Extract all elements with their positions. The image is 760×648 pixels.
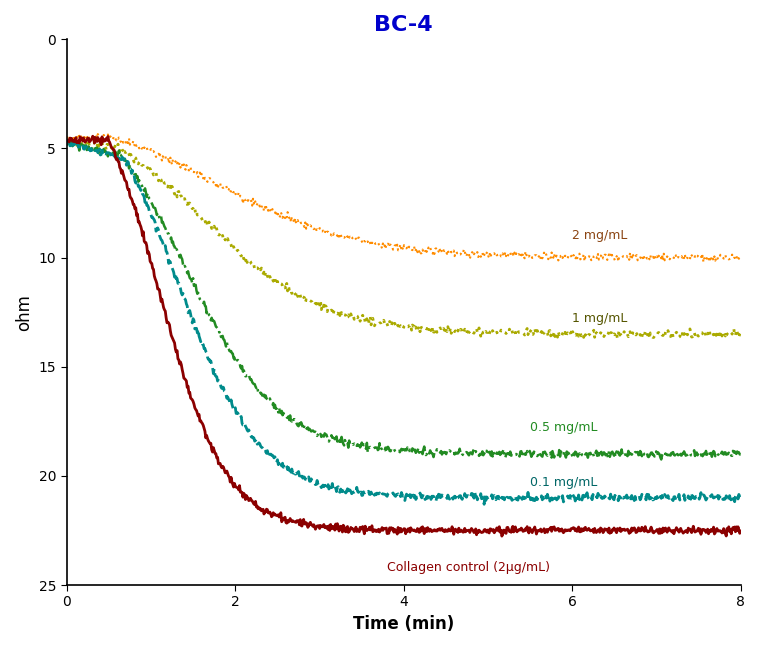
Y-axis label: ohm: ohm <box>15 294 33 330</box>
Title: BC-4: BC-4 <box>374 15 433 35</box>
Text: 1 mg/mL: 1 mg/mL <box>572 312 628 325</box>
Text: 0.5 mg/mL: 0.5 mg/mL <box>530 421 597 434</box>
Text: Collagen control (2μg/mL): Collagen control (2μg/mL) <box>387 561 549 574</box>
Text: 0.1 mg/mL: 0.1 mg/mL <box>530 476 597 489</box>
X-axis label: Time (min): Time (min) <box>353 615 454 633</box>
Text: 2 mg/mL: 2 mg/mL <box>572 229 628 242</box>
